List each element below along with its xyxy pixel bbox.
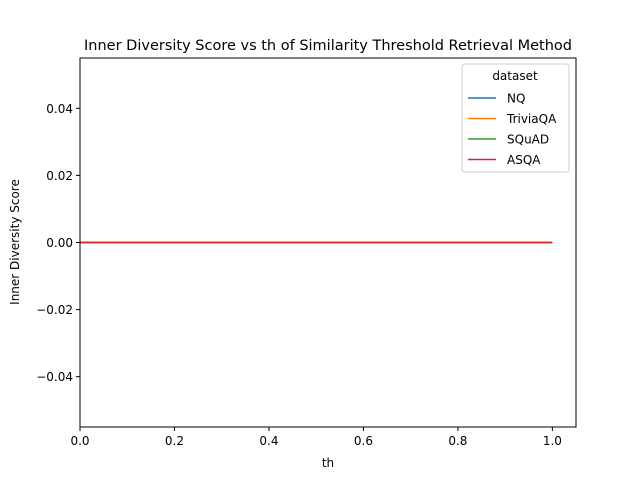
legend-entries: NQ TriviaQA SQuAD ASQA <box>468 92 557 167</box>
y-tick-label: 0.04 <box>46 102 73 116</box>
y-tick-label: 0.00 <box>46 236 73 250</box>
legend-box <box>461 63 570 173</box>
x-axis-label: th <box>322 456 334 470</box>
y-tick-label: −0.02 <box>36 303 73 317</box>
legend-label-nq: NQ <box>507 92 525 106</box>
legend-label-triviaqa: TriviaQA <box>506 112 557 126</box>
legend-title: dataset <box>492 69 538 83</box>
x-tick-label: 0.4 <box>259 434 278 448</box>
x-tick-label: 0.0 <box>70 434 89 448</box>
x-tick-label: 0.2 <box>165 434 184 448</box>
y-axis-label: Inner Diversity Score <box>8 179 22 305</box>
x-axis-ticks: 0.0 0.2 0.4 0.6 0.8 1.0 <box>70 427 562 448</box>
y-tick-label: −0.04 <box>36 370 73 384</box>
chart-title: Inner Diversity Score vs th of Similarit… <box>84 38 572 54</box>
y-tick-label: 0.02 <box>46 169 73 183</box>
y-axis-ticks: −0.04 −0.02 0.00 0.02 0.04 <box>36 102 80 384</box>
legend: dataset NQ TriviaQA SQuAD ASQA <box>461 63 570 173</box>
x-tick-label: 0.6 <box>354 434 373 448</box>
legend-label-asqa: ASQA <box>507 153 541 167</box>
x-tick-label: 1.0 <box>543 434 562 448</box>
legend-label-squad: SQuAD <box>507 133 549 147</box>
x-tick-label: 0.8 <box>448 434 467 448</box>
